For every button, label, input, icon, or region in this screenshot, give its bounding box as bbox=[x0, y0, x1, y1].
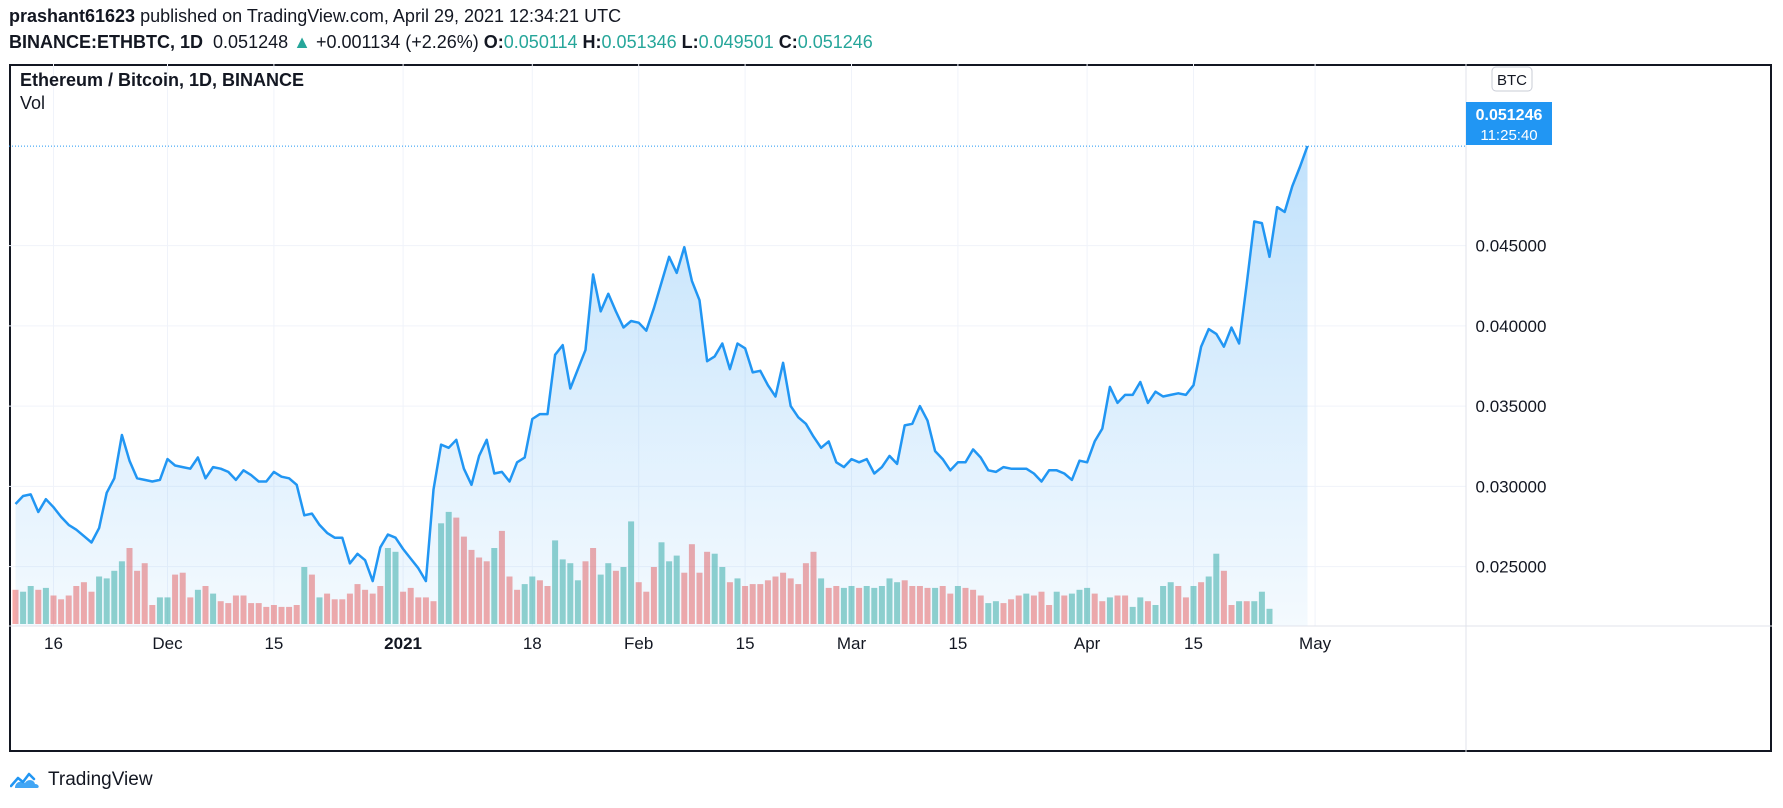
high-value: 0.051346 bbox=[601, 32, 677, 52]
last-price-tag-value: 0.051246 bbox=[1476, 107, 1543, 124]
time-tick-label: Feb bbox=[624, 634, 653, 653]
brand-name: TradingView bbox=[48, 769, 153, 790]
open-label: O: bbox=[483, 32, 504, 52]
time-tick-label: 2021 bbox=[384, 634, 422, 653]
price-tick-label: 0.045000 bbox=[1476, 237, 1547, 256]
time-tick-label: 15 bbox=[948, 634, 967, 653]
bar-countdown: 11:25:40 bbox=[1480, 127, 1537, 144]
last-price: 0.051248 bbox=[213, 32, 289, 52]
price-axis[interactable]: 0.045000 0.040000 0.035000 0.030000 0.025000 bbox=[1476, 237, 1547, 577]
publish-info: prashant61623 published on TradingView.c… bbox=[9, 6, 621, 27]
last-price-tag: 0.051246 11:25:40 bbox=[1466, 102, 1552, 145]
price-line bbox=[14, 145, 1309, 583]
chart[interactable]: 0.045000 0.040000 0.035000 0.030000 0.025000… bbox=[9, 64, 1772, 752]
currency-badge[interactable]: BTC bbox=[1491, 66, 1533, 92]
low-value: 0.049501 bbox=[698, 32, 774, 52]
price-tick-label: 0.035000 bbox=[1476, 397, 1547, 416]
open-value: 0.050114 bbox=[503, 32, 578, 52]
time-tick-label: Apr bbox=[1074, 634, 1101, 653]
time-tick-label: 15 bbox=[736, 634, 755, 653]
symbol-info-bar: BINANCE:ETHBTC, 1D 0.051248 ▲ +0.001134 … bbox=[9, 32, 873, 53]
published-text: published on TradingView.com, April 29, … bbox=[140, 6, 622, 26]
price-tick-label: 0.040000 bbox=[1476, 317, 1547, 336]
price-tick-label: 0.030000 bbox=[1476, 477, 1547, 496]
symbol-label: BINANCE:ETHBTC, 1D bbox=[9, 32, 204, 52]
low-label: L: bbox=[681, 32, 699, 52]
time-axis[interactable]: 16 Dec 15 2021 18 Feb 15 Mar 15 Apr 15 May bbox=[44, 634, 1332, 653]
time-tick-label: May bbox=[1299, 634, 1332, 653]
author-name[interactable]: prashant61623 bbox=[9, 6, 136, 26]
time-tick-label: 15 bbox=[264, 634, 283, 653]
time-tick-label: 15 bbox=[1184, 634, 1203, 653]
time-tick-label: 16 bbox=[44, 634, 63, 653]
time-tick-label: Mar bbox=[837, 634, 867, 653]
tradingview-branding[interactable]: TradingView bbox=[10, 767, 153, 793]
change-up-icon: ▲ bbox=[293, 32, 311, 52]
close-label: C: bbox=[778, 32, 798, 52]
price-change: +0.001134 (+2.26%) bbox=[315, 32, 479, 52]
tradingview-logo-icon bbox=[10, 772, 39, 788]
high-label: H: bbox=[582, 32, 602, 52]
time-tick-label: 18 bbox=[523, 634, 542, 653]
price-tick-label: 0.025000 bbox=[1476, 558, 1547, 577]
chart-title: Ethereum / Bitcoin, 1D, BINANCE bbox=[20, 70, 304, 90]
currency-label: BTC bbox=[1497, 72, 1527, 89]
close-value: 0.051246 bbox=[797, 32, 873, 52]
time-tick-label: Dec bbox=[152, 634, 183, 653]
price-area-fill bbox=[15, 146, 1308, 626]
volume-legend: Vol bbox=[20, 93, 45, 113]
chart-frame bbox=[9, 64, 1772, 752]
